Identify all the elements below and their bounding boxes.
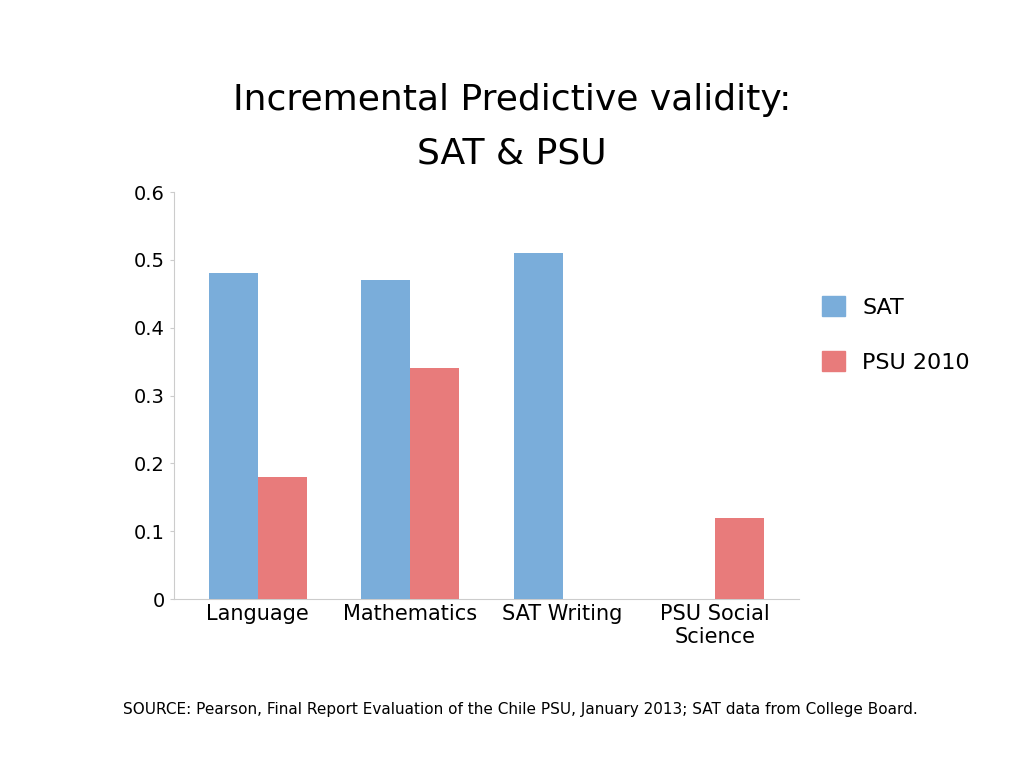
Bar xyxy=(209,273,258,599)
Legend: SAT, PSU 2010: SAT, PSU 2010 xyxy=(822,296,970,372)
Bar xyxy=(361,280,411,599)
Text: Incremental Predictive validity:: Incremental Predictive validity: xyxy=(232,83,792,117)
Bar xyxy=(411,369,459,599)
Text: SOURCE: Pearson, Final Report Evaluation of the Chile PSU, January 2013; SAT dat: SOURCE: Pearson, Final Report Evaluation… xyxy=(123,702,918,717)
Bar xyxy=(514,253,562,599)
Text: SAT & PSU: SAT & PSU xyxy=(417,137,607,170)
Bar xyxy=(258,477,306,599)
Bar xyxy=(715,518,764,599)
